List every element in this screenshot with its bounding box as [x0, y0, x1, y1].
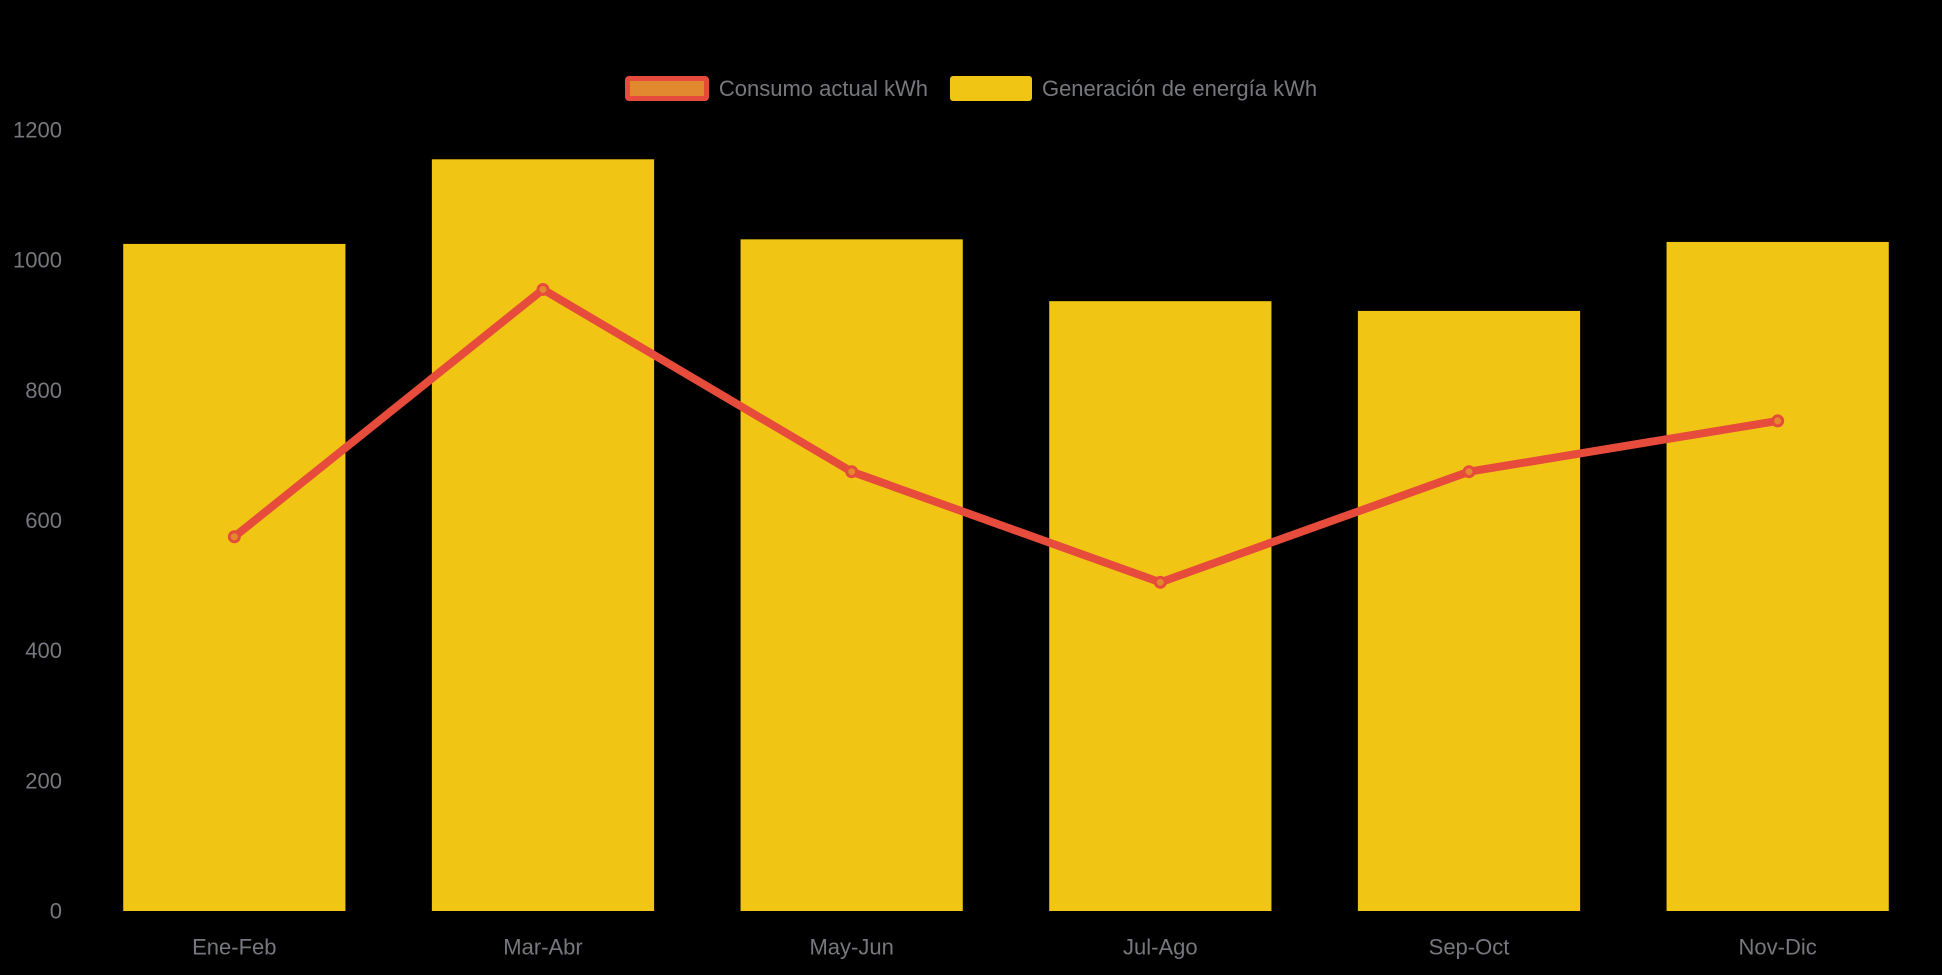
generation-bar[interactable]: [123, 243, 346, 912]
line-series-swatch-icon: [624, 76, 709, 101]
consumption-line: [230, 285, 1782, 587]
legend-item-generacion[interactable]: Generación de energía kWh: [949, 75, 1318, 101]
consumption-point[interactable]: [1153, 575, 1167, 589]
legend-label: Generación de energía kWh: [1041, 75, 1318, 101]
x-axis-category-label: Ene-Feb: [192, 935, 276, 960]
x-axis-category-label: Jul-Ago: [1123, 935, 1198, 960]
bar-series-swatch-icon: [949, 76, 1032, 101]
y-axis-tick-label: 0: [50, 899, 62, 924]
x-axis-category-label: Sep-Oct: [1429, 935, 1510, 960]
legend: Consumo actual kWh Generación de energía …: [0, 76, 1942, 101]
y-axis-tick-label: 800: [25, 378, 62, 403]
consumption-point[interactable]: [845, 465, 859, 479]
generation-bar[interactable]: [431, 159, 655, 912]
generation-bar[interactable]: [1049, 301, 1272, 911]
legend-label: Consumo actual kWh: [718, 75, 928, 101]
x-axis-category-label: Nov-Dic: [1739, 935, 1817, 960]
generation-bar[interactable]: [740, 239, 963, 912]
y-axis-tick-label: 1200: [13, 118, 62, 143]
y-axis-tick-label: 600: [25, 508, 62, 533]
consumption-point[interactable]: [227, 530, 241, 544]
generation-bar[interactable]: [1666, 241, 1889, 911]
y-axis-tick-label: 400: [25, 638, 62, 663]
legend-item-consumo[interactable]: Consumo actual kWh: [624, 75, 928, 101]
y-axis-tick-label: 200: [25, 768, 62, 793]
x-axis-category-label: May-Jun: [809, 935, 893, 960]
consumption-point[interactable]: [536, 282, 550, 296]
y-axis-tick-label: 1000: [13, 248, 62, 273]
consumption-point[interactable]: [1771, 414, 1785, 428]
consumption-point[interactable]: [1462, 465, 1476, 479]
x-axis-category-label: Mar-Abr: [503, 935, 582, 960]
generation-bar[interactable]: [1357, 310, 1581, 912]
